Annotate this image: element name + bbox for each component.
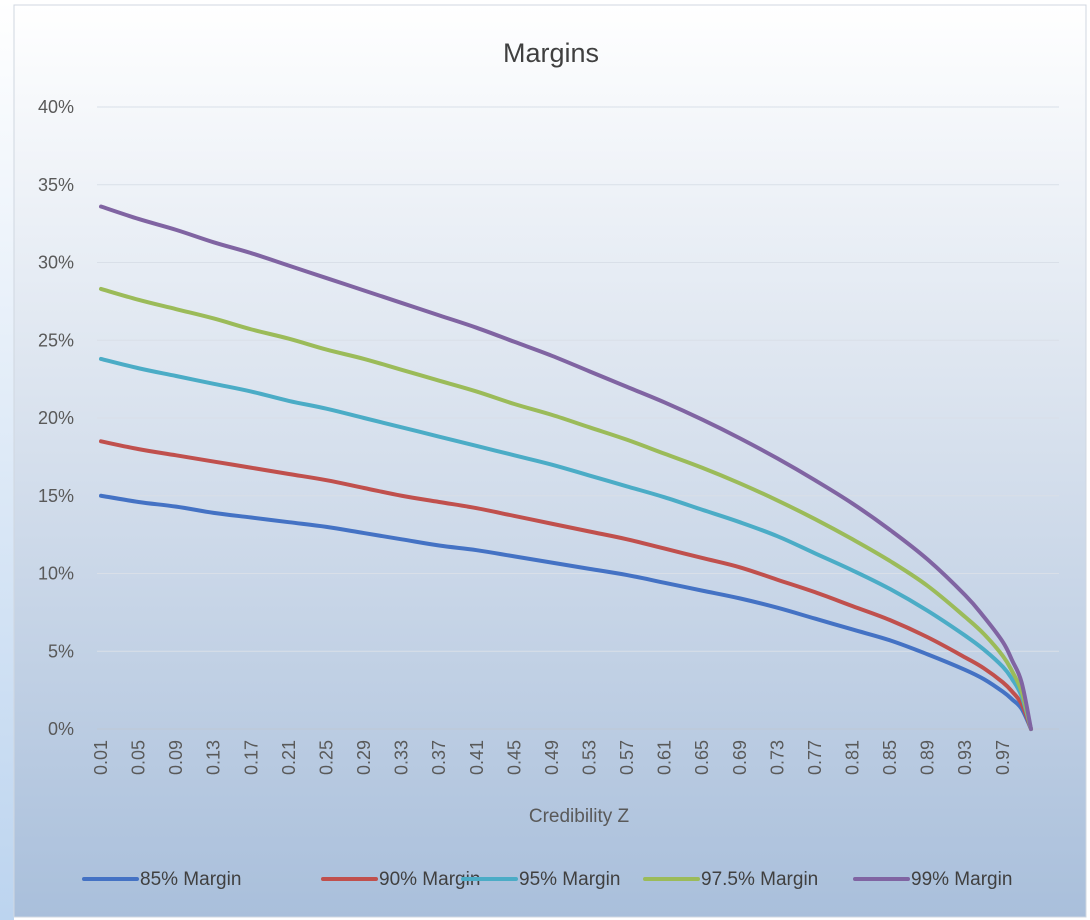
x-tick-label: 0.57 — [617, 740, 637, 775]
x-tick-label: 0.13 — [204, 740, 224, 775]
x-tick-label: 0.33 — [392, 740, 412, 775]
x-tick-label: 0.97 — [993, 740, 1013, 775]
x-tick-label: 0.93 — [955, 740, 975, 775]
gridlines — [97, 106, 1059, 730]
x-tick-label: 0.17 — [241, 740, 261, 775]
y-tick-label: 5% — [48, 641, 74, 661]
x-tick-label: 0.73 — [767, 740, 787, 775]
y-tick-label: 10% — [38, 564, 74, 584]
y-tick-label: 15% — [38, 486, 74, 506]
x-tick-label: 0.53 — [579, 740, 599, 775]
legend-label: 90% Margin — [379, 869, 480, 890]
series-line-95-margin — [99, 356, 1033, 731]
window-edge — [0, 0, 14, 920]
legend-label: 99% Margin — [911, 869, 1012, 890]
x-tick-label: 0.05 — [129, 740, 149, 775]
x-tick-label: 0.81 — [843, 740, 863, 775]
x-tick-label: 0.69 — [730, 740, 750, 775]
y-tick-label: 40% — [38, 97, 74, 117]
x-tick-label: 0.89 — [918, 740, 938, 775]
y-axis-tick-labels: 0% 5% 10% 15% 20% 25% 30% 35% 40% — [38, 97, 74, 739]
legend-label: 85% Margin — [140, 869, 241, 890]
legend-item: 90% Margin — [321, 869, 480, 890]
y-tick-label: 20% — [38, 408, 74, 428]
y-tick-label: 30% — [38, 253, 74, 273]
legend-item: 95% Margin — [461, 869, 620, 890]
chart-area-background — [13, 4, 1087, 918]
chart-title: Margins — [503, 38, 599, 68]
legend-item: 85% Margin — [82, 869, 241, 890]
y-tick-label: 35% — [38, 175, 74, 195]
legend-label: 95% Margin — [519, 869, 620, 890]
x-tick-label: 0.61 — [655, 740, 675, 775]
legend-label: 97.5% Margin — [701, 869, 818, 890]
x-tick-label: 0.21 — [279, 740, 299, 775]
legend-item: 99% Margin — [853, 869, 1012, 890]
x-tick-label: 0.25 — [316, 740, 336, 775]
x-tick-label: 0.85 — [880, 740, 900, 775]
series-lines — [99, 204, 1033, 731]
x-tick-label: 0.49 — [542, 740, 562, 775]
x-tick-label: 0.01 — [91, 740, 111, 775]
series-line-90-margin — [99, 439, 1033, 731]
series-line-85-margin — [99, 493, 1033, 731]
x-tick-label: 0.37 — [429, 740, 449, 775]
y-tick-label: 0% — [48, 719, 74, 739]
series-line-97-5-margin — [99, 286, 1033, 731]
x-tick-label: 0.29 — [354, 740, 374, 775]
series-line-99-margin — [99, 204, 1033, 731]
x-tick-label: 0.45 — [504, 740, 524, 775]
x-axis-tick-labels: 0.01 0.05 0.09 0.13 0.17 0.21 0.25 0.29 0.33 0.37… — [91, 740, 1013, 775]
legend-item: 97.5% Margin — [643, 869, 818, 890]
x-tick-label: 0.09 — [166, 740, 186, 775]
x-tick-label: 0.77 — [805, 740, 825, 775]
y-tick-label: 25% — [38, 330, 74, 350]
x-tick-label: 0.65 — [692, 740, 712, 775]
x-tick-label: 0.41 — [467, 740, 487, 775]
x-axis-label: Credibility Z — [529, 806, 630, 827]
legend: 85% Margin 90% Margin 95% Margin 97.5% Marg… — [82, 869, 1012, 890]
